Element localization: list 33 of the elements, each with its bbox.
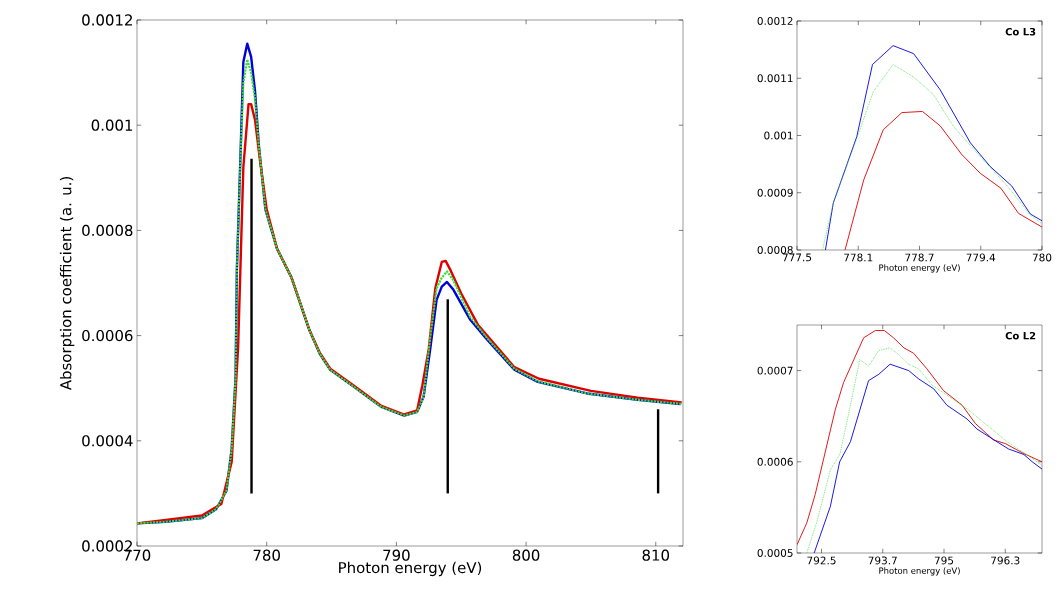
y-tick-label: 0.001 (91, 119, 133, 131)
x-tick-label: 780 (253, 549, 280, 561)
y-tick-label: 0.0009 (757, 188, 793, 197)
y-tick-label: 0.0012 (757, 17, 793, 25)
x-axis-title: Photon energy (eV) (879, 264, 960, 273)
y-tick-label: 0.0008 (82, 224, 133, 237)
y-tick-label: 0.0008 (757, 246, 793, 254)
x-tick-label: 779.4 (966, 253, 996, 262)
y-tick-label: 0.0011 (757, 74, 793, 83)
y-tick-label: 0.001 (764, 131, 793, 140)
x-tick-label: 778.1 (844, 253, 873, 262)
x-tick-label: 792.5 (807, 556, 836, 565)
x-tick-label: 796.3 (991, 556, 1020, 565)
x-tick-label: 793.7 (868, 556, 897, 565)
y-tick-label: 0.0004 (82, 435, 133, 447)
y-tick-label: 0.0006 (82, 329, 133, 342)
y-tick-label: 0.0005 (757, 549, 793, 557)
x-tick-label: 790 (383, 549, 410, 561)
y-tick-label: 0.0007 (757, 366, 793, 375)
text: Co L2 (1005, 331, 1036, 340)
y-tick-label: 0.0006 (757, 457, 793, 466)
x-tick-label: 778.7 (905, 253, 934, 262)
line-series (844, 111, 1043, 250)
x-tick-label: 795 (934, 556, 954, 565)
x-tick-label: 800 (512, 549, 540, 561)
x-tick-label: 780 (1032, 253, 1052, 262)
y-axis-title: Absorption coefficient (a. u.) (59, 177, 75, 391)
x-tick-label: 810 (642, 549, 670, 561)
x-tick-label: 777.5 (782, 253, 812, 262)
x-axis-title: Photon energy (eV) (879, 567, 960, 576)
x-axis-title: Photon energy (eV) (339, 561, 482, 577)
text: Co L3 (1005, 27, 1036, 36)
y-tick-label: 0.0012 (82, 14, 132, 26)
